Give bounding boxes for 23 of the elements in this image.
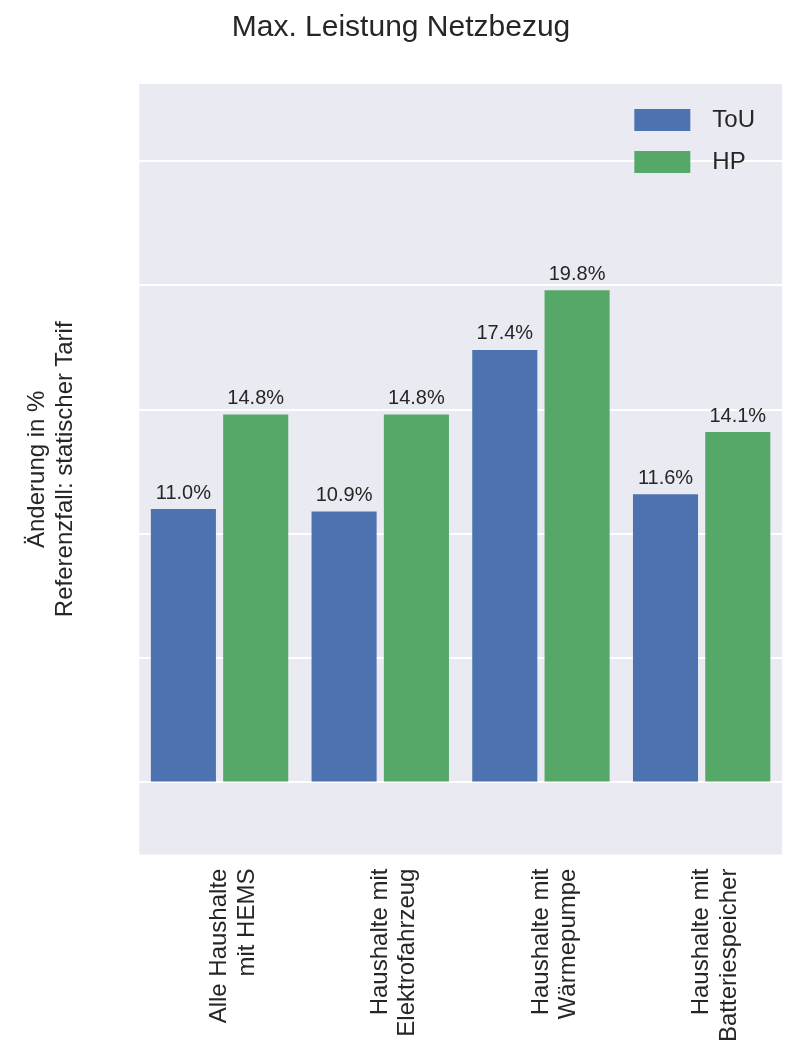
bar: [223, 414, 289, 782]
data-label: 14.1%: [709, 403, 767, 426]
chart-title: Max. Leistung Netzbezug: [231, 9, 571, 43]
x-tick-label: Haushalte mit Wärmepumpe: [525, 868, 581, 1020]
x-tick-label: Alle Haushalte mit HEMS: [204, 868, 259, 1024]
data-label: 11.6%: [637, 465, 694, 488]
legend-label: HP: [712, 146, 746, 174]
x-tick-label: Haushalte mit Batteriespeicher: [686, 868, 741, 1043]
bar: [150, 509, 216, 782]
data-label: 11.0%: [155, 480, 212, 503]
data-label: 14.8%: [388, 386, 445, 409]
bar: [311, 511, 377, 782]
y-axis-title: Änderung in % Referenzfall: statischer Tarif: [22, 321, 78, 618]
data-label: 10.9%: [315, 483, 373, 506]
bar: [632, 494, 699, 782]
bar: [705, 432, 771, 782]
data-label: 14.8%: [227, 386, 285, 409]
bar: [383, 414, 449, 782]
bar: [544, 290, 610, 782]
data-label: 19.8%: [548, 261, 606, 284]
data-label: 17.4%: [476, 321, 534, 344]
bar: [472, 349, 538, 782]
legend-label: ToU: [712, 104, 756, 132]
